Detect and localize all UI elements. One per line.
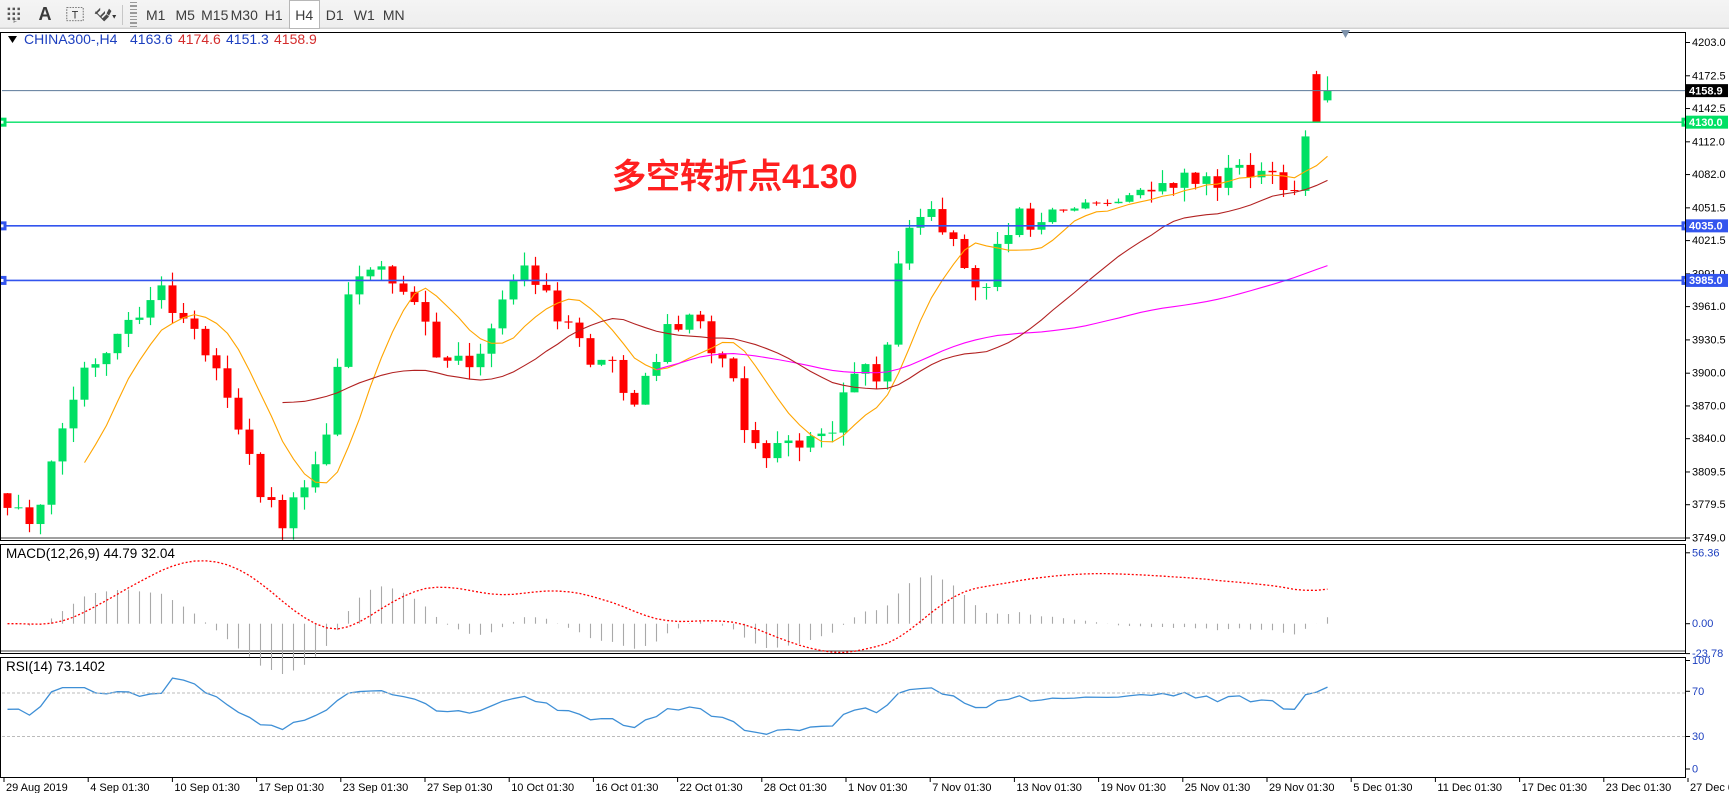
svg-text:10 Sep 01:30: 10 Sep 01:30 xyxy=(174,782,239,793)
svg-text:4158.9: 4158.9 xyxy=(1689,85,1723,97)
svg-text:29 Nov 01:30: 29 Nov 01:30 xyxy=(1269,782,1334,793)
svg-text:3809.5: 3809.5 xyxy=(1692,466,1726,478)
svg-text:MACD(12,26,9) 44.79 32.04: MACD(12,26,9) 44.79 32.04 xyxy=(6,546,175,561)
svg-text:4174.6: 4174.6 xyxy=(178,31,221,47)
svg-text:4142.5: 4142.5 xyxy=(1692,103,1726,115)
svg-text:19 Nov 01:30: 19 Nov 01:30 xyxy=(1101,782,1166,793)
svg-text:17 Dec 01:30: 17 Dec 01:30 xyxy=(1522,782,1587,793)
svg-text:T: T xyxy=(72,9,79,21)
svg-text:4035.0: 4035.0 xyxy=(1689,221,1723,233)
svg-text:23 Dec 01:30: 23 Dec 01:30 xyxy=(1606,782,1671,793)
svg-text:11 Dec 01:30: 11 Dec 01:30 xyxy=(1437,782,1502,793)
svg-text:22 Oct 01:30: 22 Oct 01:30 xyxy=(680,782,743,793)
svg-text:5 Dec 01:30: 5 Dec 01:30 xyxy=(1353,782,1412,793)
svg-text:13 Nov 01:30: 13 Nov 01:30 xyxy=(1016,782,1081,793)
svg-text:3900.0: 3900.0 xyxy=(1692,368,1726,380)
svg-text:3870.0: 3870.0 xyxy=(1692,400,1726,412)
svg-text:多空转折点4130: 多空转折点4130 xyxy=(612,158,858,196)
svg-text:28 Oct 01:30: 28 Oct 01:30 xyxy=(764,782,827,793)
svg-text:30: 30 xyxy=(1692,731,1704,743)
svg-text:1 Nov 01:30: 1 Nov 01:30 xyxy=(848,782,907,793)
svg-text:27 Dec 01:30: 27 Dec 01:30 xyxy=(1690,782,1729,793)
svg-text:70: 70 xyxy=(1692,686,1704,698)
svg-text:4130.0: 4130.0 xyxy=(1689,117,1723,129)
svg-text:4163.6: 4163.6 xyxy=(130,31,173,47)
svg-text:3779.5: 3779.5 xyxy=(1692,499,1726,511)
svg-text:3840.0: 3840.0 xyxy=(1692,433,1726,445)
svg-text:0: 0 xyxy=(1692,764,1698,776)
svg-text:10 Oct 01:30: 10 Oct 01:30 xyxy=(511,782,574,793)
svg-text:25 Nov 01:30: 25 Nov 01:30 xyxy=(1185,782,1250,793)
svg-text:4151.3: 4151.3 xyxy=(226,31,269,47)
svg-text:3749.0: 3749.0 xyxy=(1692,533,1726,545)
svg-text:0.00: 0.00 xyxy=(1692,618,1713,630)
svg-text:4172.5: 4172.5 xyxy=(1692,70,1726,82)
svg-text:4051.5: 4051.5 xyxy=(1692,202,1726,214)
svg-text:16 Oct 01:30: 16 Oct 01:30 xyxy=(595,782,658,793)
svg-text:F: F xyxy=(13,19,17,24)
svg-text:CHINA300-,H4: CHINA300-,H4 xyxy=(24,31,118,47)
svg-text:3961.0: 3961.0 xyxy=(1692,301,1726,313)
svg-text:29 Aug 2019: 29 Aug 2019 xyxy=(6,782,68,793)
svg-text:RSI(14) 73.1402: RSI(14) 73.1402 xyxy=(6,659,105,674)
svg-text:4203.0: 4203.0 xyxy=(1692,37,1726,49)
svg-text:4158.9: 4158.9 xyxy=(274,31,317,47)
svg-text:4021.5: 4021.5 xyxy=(1692,235,1726,247)
svg-text:7 Nov 01:30: 7 Nov 01:30 xyxy=(932,782,991,793)
svg-text:4112.0: 4112.0 xyxy=(1692,136,1725,148)
svg-text:56.36: 56.36 xyxy=(1692,547,1720,559)
svg-text:23 Sep 01:30: 23 Sep 01:30 xyxy=(343,782,408,793)
svg-text:4082.0: 4082.0 xyxy=(1692,169,1726,181)
svg-text:4 Sep 01:30: 4 Sep 01:30 xyxy=(90,782,149,793)
svg-text:27 Sep 01:30: 27 Sep 01:30 xyxy=(427,782,492,793)
svg-text:17 Sep 01:30: 17 Sep 01:30 xyxy=(259,782,324,793)
svg-text:3985.0: 3985.0 xyxy=(1689,275,1723,287)
svg-text:100: 100 xyxy=(1692,655,1710,667)
svg-text:3930.5: 3930.5 xyxy=(1692,334,1726,346)
